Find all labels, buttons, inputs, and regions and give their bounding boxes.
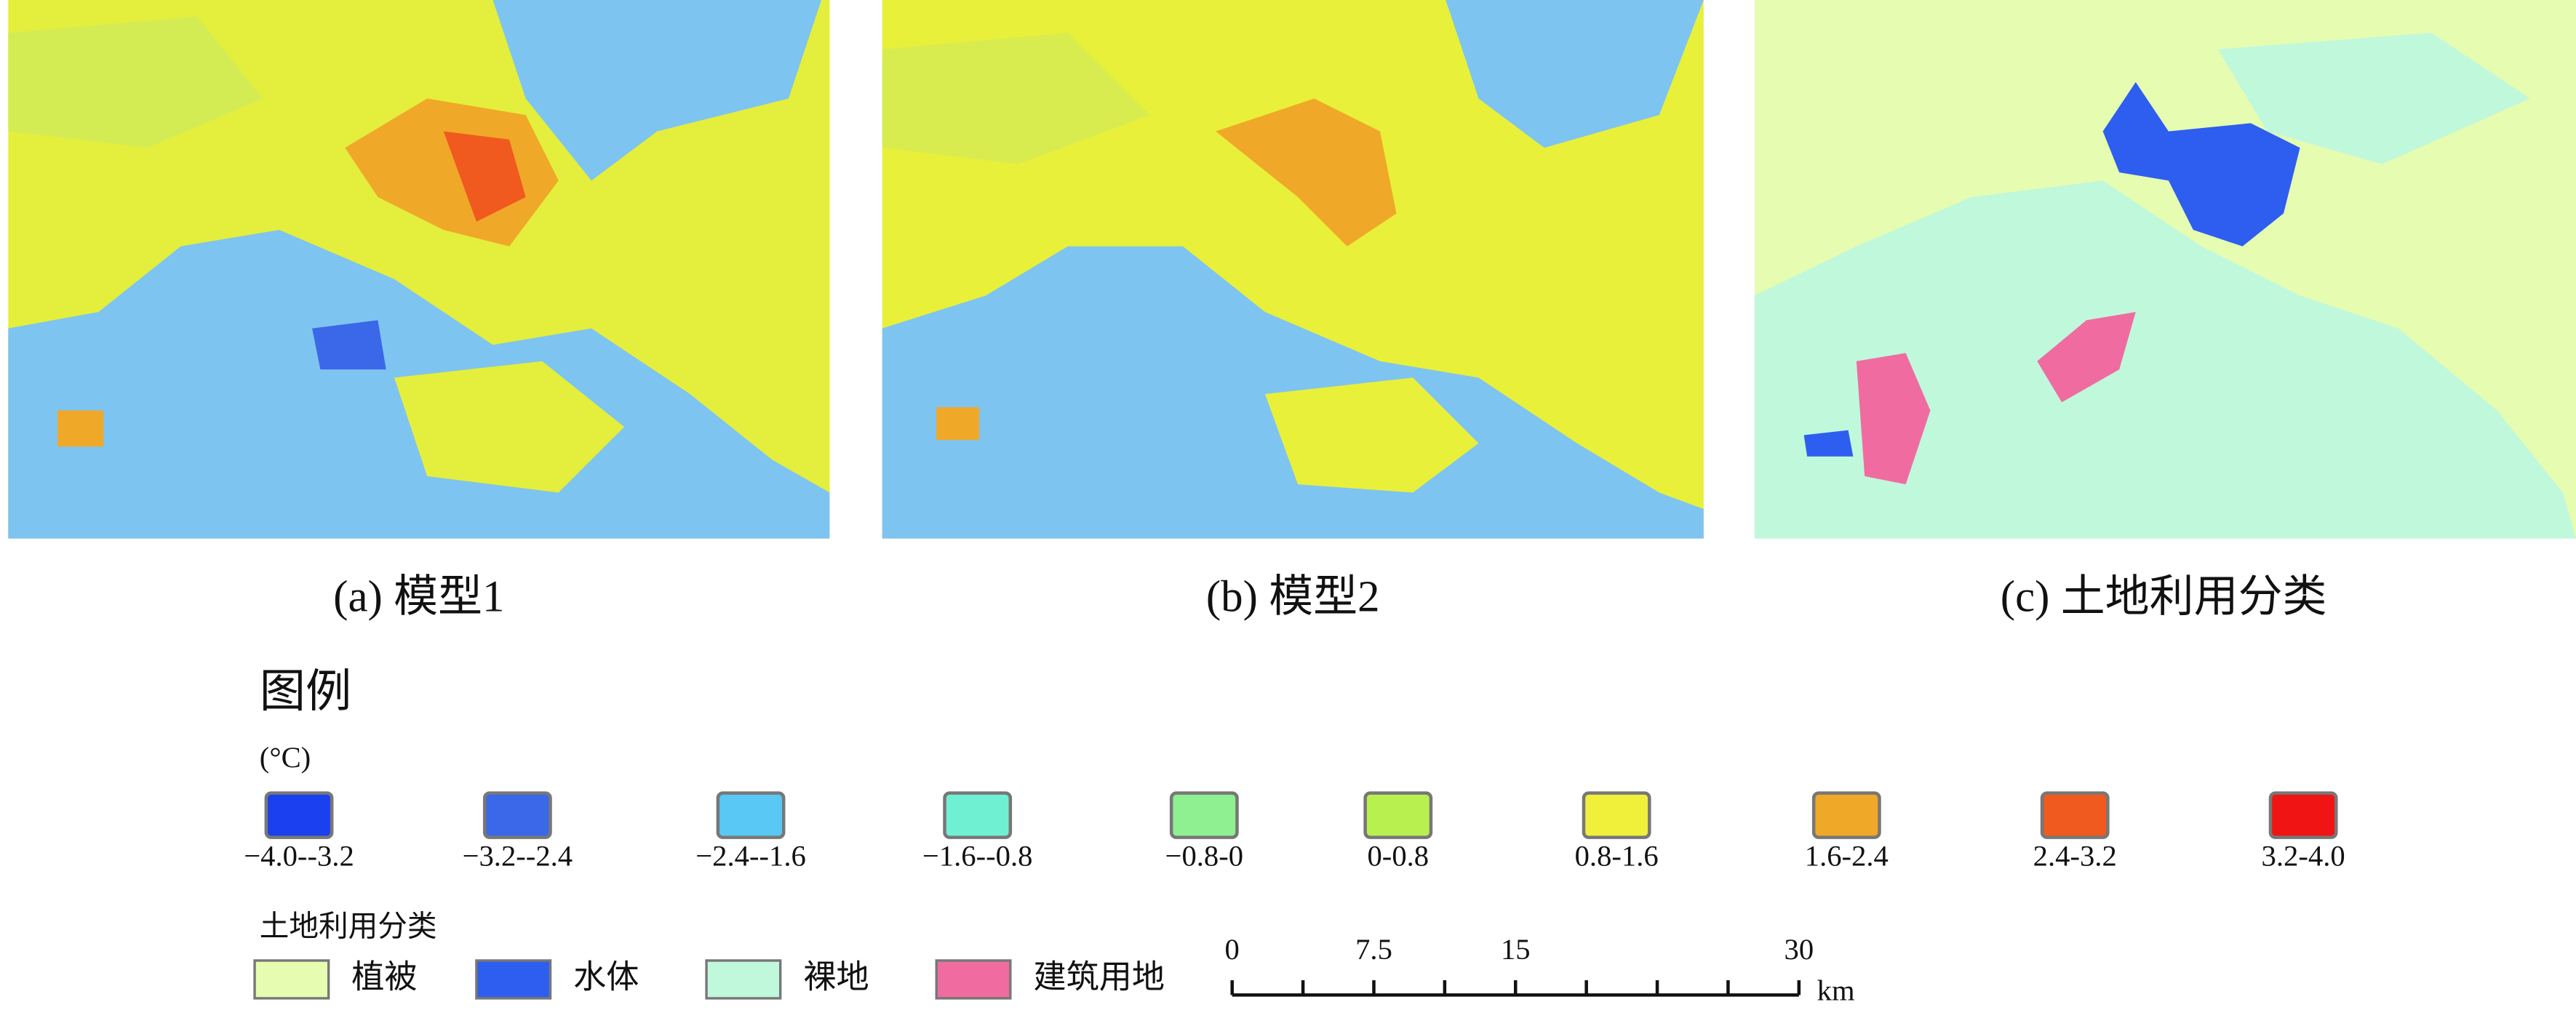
legend-label: −4.0--3.2 xyxy=(244,839,354,872)
legend-swatch xyxy=(1582,791,1651,839)
legend-label: 0.8-1.6 xyxy=(1575,839,1659,872)
map-c xyxy=(1754,0,2576,539)
legend-swatch xyxy=(935,959,1012,1000)
legend-swatch xyxy=(943,791,1013,839)
legend-label: 1.6-2.4 xyxy=(1805,839,1889,872)
scale-label: 0 xyxy=(1225,933,1240,966)
legend-swatch xyxy=(1169,791,1239,839)
scale-label: 30 xyxy=(1785,933,1814,966)
scale-label: 7.5 xyxy=(1355,933,1392,966)
scale-label: 15 xyxy=(1501,933,1531,966)
legend-label: 建筑用地 xyxy=(1033,958,1165,995)
legend-label: 裸地 xyxy=(803,958,869,995)
legend-label: 水体 xyxy=(573,958,639,995)
panel-caption: (c) 土地利用分类 xyxy=(2001,572,2327,621)
legend-swatch xyxy=(482,791,552,839)
map-b xyxy=(882,0,1704,539)
legend-label: 0-0.8 xyxy=(1367,839,1429,872)
legend-swatch xyxy=(716,791,786,839)
land-use-title: 土地利用分类 xyxy=(260,910,437,942)
legend-label: 植被 xyxy=(351,958,417,995)
panel-caption: (b) 模型2 xyxy=(1206,572,1380,621)
legend-label: −0.8-0 xyxy=(1165,839,1244,872)
legend-swatch xyxy=(1363,791,1433,839)
legend-swatch xyxy=(475,959,552,1000)
legend-label: −3.2--2.4 xyxy=(463,839,573,872)
legend-swatch xyxy=(264,791,334,839)
map-a xyxy=(8,0,830,539)
legend-swatch xyxy=(705,959,782,1000)
legend-label: 2.4-3.2 xyxy=(2033,839,2117,872)
legend-swatch xyxy=(2040,791,2110,839)
legend-swatch xyxy=(1811,791,1881,839)
panel-caption: (a) 模型1 xyxy=(333,572,504,621)
legend-swatch xyxy=(2268,791,2338,839)
legend-label: 3.2-4.0 xyxy=(2262,839,2345,872)
legend-label: −2.4--1.6 xyxy=(695,839,806,872)
legend-title: 图例 xyxy=(260,666,351,717)
legend-unit: (°C) xyxy=(260,741,311,774)
legend-label: −1.6--0.8 xyxy=(922,839,1033,872)
scale-unit: km xyxy=(1817,974,1855,1006)
legend-swatch xyxy=(253,959,330,1000)
